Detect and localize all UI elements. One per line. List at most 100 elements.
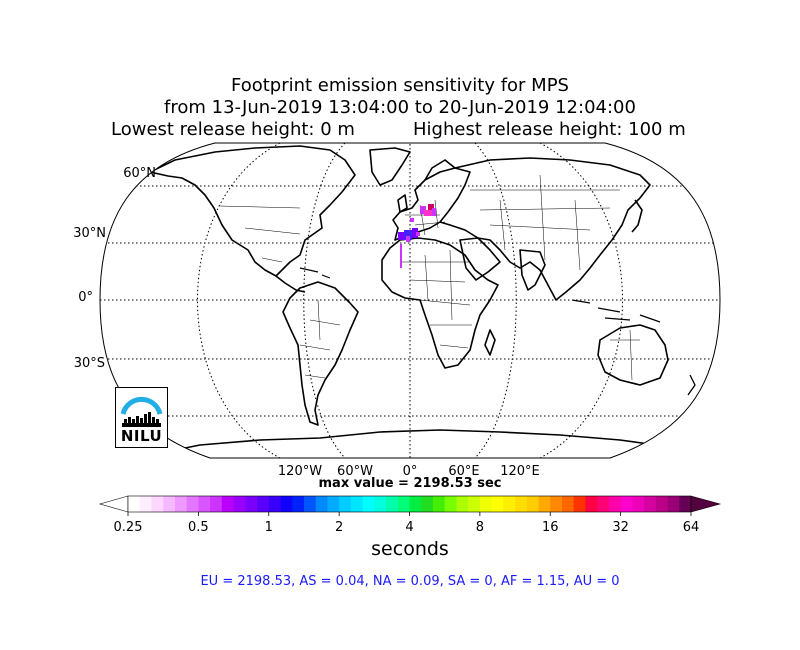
colorbar-segment xyxy=(655,496,668,512)
colorbar-unit-label: seconds xyxy=(371,538,449,560)
colorbar-tick-label: 1 xyxy=(264,520,273,535)
plot-title-line3: Lowest release height: 0 m Highest relea… xyxy=(0,119,800,141)
colorbar-tick-label: 8 xyxy=(475,520,485,535)
lon-label-60e: 60°E xyxy=(448,464,480,479)
colorbar-tick-label: 32 xyxy=(612,520,629,535)
lowest-release-height: Lowest release height: 0 m xyxy=(111,119,355,140)
british-isles-outline xyxy=(397,194,408,213)
colorbar-segment xyxy=(538,496,551,512)
colorbar-segment xyxy=(644,496,657,512)
colorbar-segment xyxy=(210,496,223,512)
colorbar-segment xyxy=(163,496,176,512)
greenland-outline xyxy=(369,147,411,186)
colorbar-segment xyxy=(151,496,164,512)
colorbar-segment xyxy=(597,496,610,512)
colorbar-extend-high xyxy=(690,495,722,513)
colorbar-extend-low xyxy=(98,495,129,513)
colorbar-segment xyxy=(198,496,211,512)
lon-label-120e: 120°E xyxy=(500,464,540,479)
colorbar-segment xyxy=(515,496,528,512)
colorbar-tick-label: 64 xyxy=(682,520,700,535)
colorbar-segment xyxy=(667,496,680,512)
colorbar-segment xyxy=(421,496,434,512)
colorbar-tick-label: 4 xyxy=(405,520,414,535)
indonesia-outline xyxy=(571,299,661,323)
colorbar-segment xyxy=(128,496,141,512)
colorbar-segment xyxy=(561,496,575,512)
colorbar-segment xyxy=(550,496,563,512)
country-borders xyxy=(219,174,640,381)
colorbar-tick-label: 2 xyxy=(334,520,344,535)
colorbar-segment xyxy=(585,496,598,512)
max-value-label: max value = 2198.53 sec xyxy=(318,476,502,491)
colorbar-segment xyxy=(139,496,152,512)
region-summary: EU = 2198.53, AS = 0.04, NA = 0.09, SA =… xyxy=(200,574,620,589)
new-zealand-outline xyxy=(687,374,696,396)
colorbar-segment xyxy=(315,496,328,512)
madagascar-outline xyxy=(484,329,496,356)
nilu-logo-graphic xyxy=(120,396,163,427)
colorbar-segment xyxy=(268,496,281,512)
colorbar-segment xyxy=(292,496,305,512)
colorbar-segment xyxy=(327,496,340,512)
colorbar-segment xyxy=(632,496,645,512)
colorbar-tick-label: 16 xyxy=(541,520,559,535)
central-america-outline xyxy=(275,275,306,293)
colorbar-segment xyxy=(339,496,352,512)
colorbar-segment xyxy=(280,496,293,512)
arabia-outline xyxy=(459,237,501,281)
longitude-gridlines xyxy=(197,143,623,458)
north-america-outline xyxy=(149,145,356,277)
colorbar-segment xyxy=(409,496,422,512)
coastlines xyxy=(149,145,696,456)
colorbar-tick-label: 0.25 xyxy=(113,520,143,535)
nilu-logo-text: NILU xyxy=(120,427,163,445)
colorbar-tick-label: 0.5 xyxy=(188,520,209,535)
colorbar-segment xyxy=(608,496,622,512)
colorbar-segment xyxy=(479,496,493,512)
nilu-logo: NILU xyxy=(115,387,168,448)
colorbar-segment xyxy=(362,496,375,512)
colorbar-segment xyxy=(386,496,399,512)
colorbar-segment xyxy=(186,496,199,512)
australia-outline xyxy=(597,324,669,386)
colorbar-segment xyxy=(432,496,446,512)
plot-title-line1: Footprint emission sensitivity for MPS xyxy=(231,75,569,96)
colorbar-segment xyxy=(374,496,387,512)
plot-title-line2: from 13-Jun-2019 13:04:00 to 20-Jun-2019… xyxy=(164,97,636,118)
colorbar-segment xyxy=(456,496,469,512)
colorbar-segment xyxy=(397,496,410,512)
colorbar-segment xyxy=(573,496,586,512)
colorbar-segment xyxy=(233,496,246,512)
antarctica-outline xyxy=(149,429,671,456)
colorbar-segment xyxy=(257,496,270,512)
india-outline xyxy=(519,249,546,291)
lon-label-60w: 60°W xyxy=(337,464,373,479)
colorbar-segment xyxy=(620,496,633,512)
asia-outline xyxy=(439,157,651,301)
colorbar-segment xyxy=(679,496,692,512)
colorbar-segment xyxy=(350,496,363,512)
lat-label-30s: 30°S xyxy=(73,356,105,371)
lon-label-120w: 120°W xyxy=(277,464,323,479)
latitude-gridlines xyxy=(100,185,720,417)
colorbar-segment xyxy=(444,496,457,512)
south-america-outline xyxy=(282,281,359,426)
lat-label-0: 0° xyxy=(78,290,93,305)
lat-label-30n: 30°N xyxy=(73,226,106,241)
lon-label-0: 0° xyxy=(402,464,418,479)
colorbar-segment xyxy=(245,496,258,512)
colorbar-segment xyxy=(174,496,188,512)
colorbar-segment xyxy=(303,496,317,512)
footprint-hotspot xyxy=(398,204,436,268)
japan-outline xyxy=(631,199,643,233)
colorbar xyxy=(98,495,722,516)
colorbar-segment xyxy=(221,496,234,512)
scandinavia-outline xyxy=(424,159,456,181)
lat-label-60n: 60°N xyxy=(123,166,156,181)
africa-outline xyxy=(381,237,499,369)
colorbar-segment xyxy=(526,496,539,512)
highest-release-height: Highest release height: 100 m xyxy=(413,119,686,140)
map-content xyxy=(100,143,720,458)
